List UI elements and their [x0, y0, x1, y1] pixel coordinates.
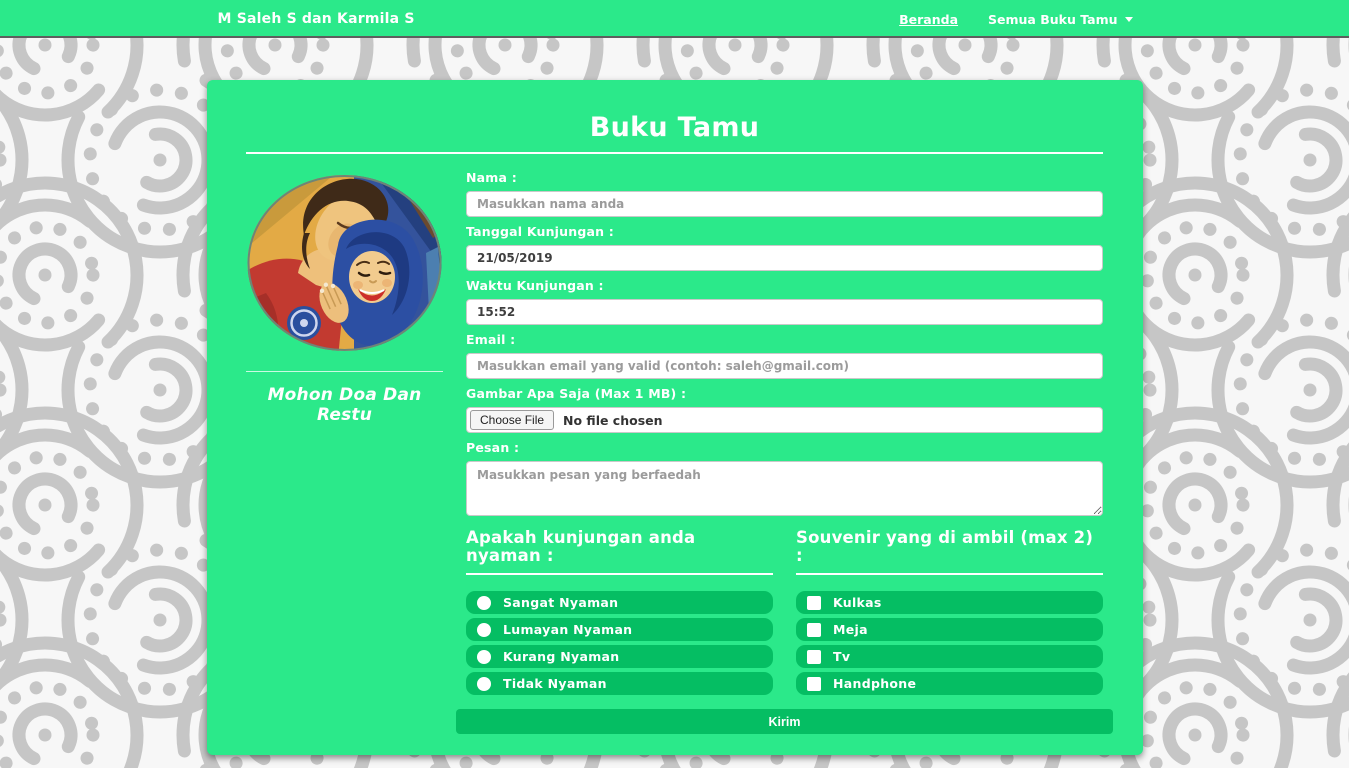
waktu-label: Waktu Kunjungan : [466, 278, 604, 293]
gambar-label: Gambar Apa Saja (Max 1 MB) : [466, 386, 687, 401]
photo-caption: Mohon Doa Dan Restu [267, 385, 422, 425]
field-pesan: Pesan : [466, 441, 1103, 516]
souvenir-divider [796, 573, 1103, 575]
checkbox-option-kulkas[interactable]: Kulkas [796, 591, 1103, 614]
tanggal-input[interactable] [466, 245, 1103, 271]
checkbox-label: Kulkas [833, 595, 882, 610]
radio-label: Tidak Nyaman [503, 676, 607, 691]
field-gambar: Gambar Apa Saja (Max 1 MB) : Choose File… [466, 387, 1103, 433]
checkbox-label: Handphone [833, 676, 917, 691]
field-nama: Nama : [466, 171, 1103, 217]
radio-option-sangat-nyaman[interactable]: Sangat Nyaman [466, 591, 773, 614]
radio-option-lumayan-nyaman[interactable]: Lumayan Nyaman [466, 618, 773, 641]
kirim-submit-button[interactable]: Kirim [456, 709, 1113, 734]
guestbook-card: Buku Tamu [207, 80, 1143, 755]
comfort-group: Apakah kunjungan anda nyaman : Sangat Ny… [466, 529, 773, 699]
checkbox-icon[interactable] [807, 595, 821, 610]
checkbox-option-meja[interactable]: Meja [796, 618, 1103, 641]
navbar-container: M Saleh S dan Karmila S Beranda Semua Bu… [207, 0, 1143, 38]
souvenir-heading: Souvenir yang di ambil (max 2) : [796, 528, 1094, 565]
checkbox-option-handphone[interactable]: Handphone [796, 672, 1103, 695]
options-row: Apakah kunjungan anda nyaman : Sangat Ny… [466, 529, 1103, 699]
couple-photo [247, 175, 442, 351]
file-status-text: No file chosen [563, 412, 663, 428]
navbar-links: Beranda Semua Buku Tamu [899, 11, 1133, 27]
waktu-input[interactable] [466, 299, 1103, 325]
checkbox-option-tv[interactable]: Tv [796, 645, 1103, 668]
nav-link-semua-buku-tamu[interactable]: Semua Buku Tamu [988, 11, 1133, 27]
photo-divider [246, 371, 443, 372]
file-input[interactable]: Choose File No file chosen [466, 407, 1103, 433]
navbar-brand[interactable]: M Saleh S dan Karmila S [217, 11, 415, 27]
comfort-divider [466, 573, 773, 575]
page-title: Buku Tamu [589, 112, 760, 143]
field-tanggal: Tanggal Kunjungan : [466, 225, 1103, 271]
radio-label: Sangat Nyaman [503, 595, 619, 610]
checkbox-icon[interactable] [807, 622, 821, 637]
radio-label: Lumayan Nyaman [503, 622, 633, 637]
nav-dropdown-label: Semua Buku Tamu [988, 11, 1118, 27]
content-row: Mohon Doa Dan Restu Nama : Tanggal Kunju… [246, 171, 1113, 734]
radio-icon[interactable] [477, 595, 491, 610]
title-divider [246, 152, 1103, 154]
nama-label: Nama : [466, 170, 517, 185]
radio-icon[interactable] [477, 649, 491, 664]
tanggal-label: Tanggal Kunjungan : [466, 224, 614, 239]
email-input[interactable] [466, 353, 1103, 379]
choose-file-button[interactable]: Choose File [470, 410, 555, 430]
radio-icon[interactable] [477, 676, 491, 691]
radio-option-kurang-nyaman[interactable]: Kurang Nyaman [466, 645, 773, 668]
guestbook-form: Nama : Tanggal Kunjungan : Waktu Kunjung… [456, 171, 1113, 734]
email-label: Email : [466, 332, 516, 347]
radio-option-tidak-nyaman[interactable]: Tidak Nyaman [466, 672, 773, 695]
nama-input[interactable] [466, 191, 1103, 217]
field-waktu: Waktu Kunjungan : [466, 279, 1103, 325]
pesan-textarea[interactable] [466, 461, 1103, 516]
chevron-down-icon [1124, 16, 1133, 22]
left-column: Mohon Doa Dan Restu [246, 171, 443, 734]
comfort-heading: Apakah kunjungan anda nyaman : [466, 528, 696, 565]
checkbox-label: Tv [833, 649, 851, 664]
radio-icon[interactable] [477, 622, 491, 637]
checkbox-label: Meja [833, 622, 868, 637]
nav-link-beranda[interactable]: Beranda [899, 11, 959, 27]
pesan-label: Pesan : [466, 440, 520, 455]
checkbox-icon[interactable] [807, 649, 821, 664]
souvenir-group: Souvenir yang di ambil (max 2) : Kulkas … [796, 529, 1103, 699]
field-email: Email : [466, 333, 1103, 379]
radio-label: Kurang Nyaman [503, 649, 620, 664]
checkbox-icon[interactable] [807, 676, 821, 691]
navbar: M Saleh S dan Karmila S Beranda Semua Bu… [0, 0, 1349, 38]
